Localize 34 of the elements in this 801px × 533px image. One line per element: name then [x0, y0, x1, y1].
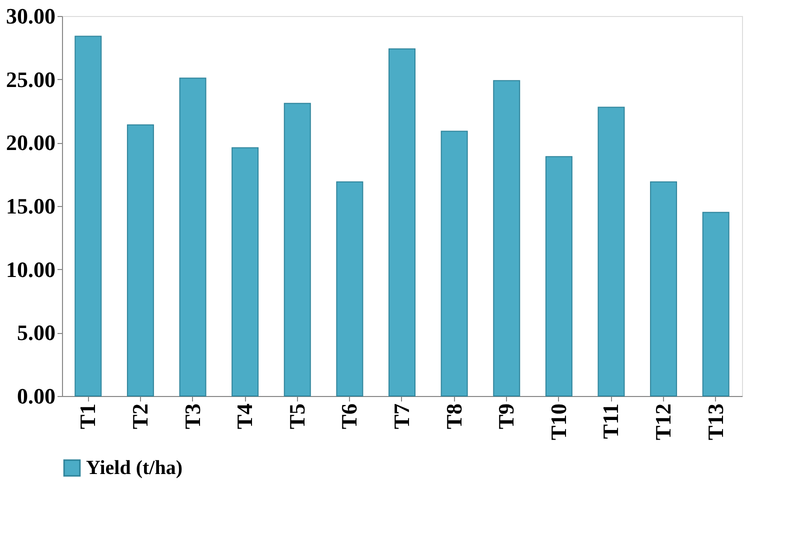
x-tick-label: T1	[75, 404, 100, 430]
x-tick-label: T9	[494, 404, 519, 430]
bar	[650, 181, 678, 396]
x-tick-label: T10	[546, 404, 571, 440]
y-tick-label: 10.00	[6, 256, 56, 282]
x-tick-label: T11	[598, 404, 624, 439]
bar	[74, 36, 102, 396]
bar	[598, 106, 625, 396]
x-tick-label: T4	[232, 404, 258, 430]
y-tick-label: 15.00	[6, 194, 56, 218]
bar	[284, 102, 311, 396]
bar	[493, 80, 520, 396]
bar	[336, 181, 364, 396]
x-tick-label: T13	[702, 404, 728, 440]
bar	[545, 156, 572, 396]
bar	[126, 124, 154, 396]
x-tick-label: T3	[180, 404, 205, 430]
y-tick-label: 0.00	[17, 384, 56, 408]
bar	[232, 147, 259, 396]
x-tick-label: T6	[336, 404, 362, 430]
x-tick-label: T7	[389, 404, 414, 430]
bar	[388, 48, 416, 396]
x-tick-label: T2	[127, 404, 152, 430]
x-tick-label: T5	[284, 404, 310, 430]
bar	[179, 78, 206, 396]
bar	[702, 212, 730, 396]
y-tick-label: 25.00	[6, 66, 56, 92]
bar	[440, 130, 468, 396]
y-tick-label: 30.00	[6, 4, 56, 28]
legend-label: Yield (t/ha)	[86, 457, 182, 479]
y-tick-label: 20.00	[6, 130, 56, 156]
x-tick-label: T8	[441, 404, 466, 430]
y-tick-label: 5.00	[17, 320, 56, 346]
x-tick-label: T12	[650, 404, 676, 440]
